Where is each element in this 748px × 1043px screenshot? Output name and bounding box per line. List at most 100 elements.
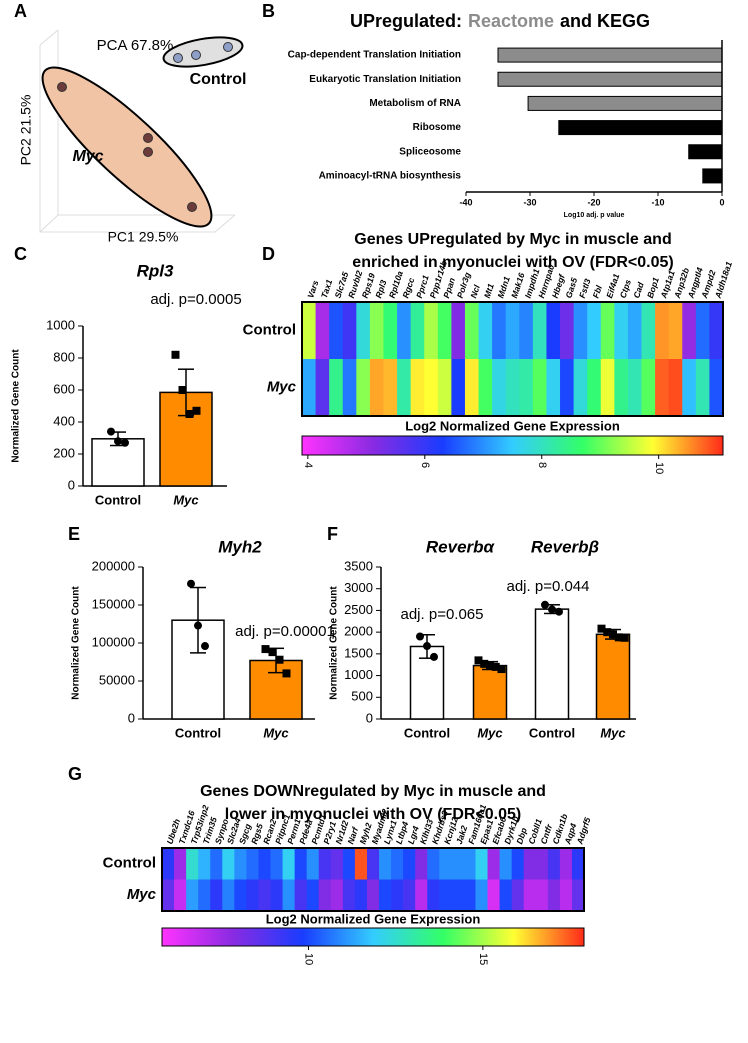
heatmap-cell: [511, 879, 525, 911]
heatmap-cell: [379, 848, 392, 880]
panel-letter: G: [68, 764, 82, 784]
bar: [472, 664, 508, 720]
data-point: [121, 438, 129, 447]
heatmap-cell: [478, 302, 493, 359]
group-title: Reverbα: [426, 537, 496, 556]
heatmap-cell: [342, 359, 357, 416]
bar: [91, 438, 145, 487]
heatmap-cell: [600, 359, 615, 416]
colorbar-tick-label: 10: [303, 953, 315, 965]
heatmap-cell: [695, 359, 710, 416]
x-tick-label: Myc: [263, 725, 289, 740]
heatmap-cell: [523, 848, 537, 880]
heatmap-cell: [302, 302, 316, 359]
title-part: and KEGG: [560, 11, 650, 31]
panel-letter: C: [14, 244, 27, 264]
myc-cluster: [41, 66, 213, 228]
bar: [702, 168, 723, 184]
heatmap-cell: [655, 359, 670, 416]
heatmap-cell: [329, 302, 344, 359]
panel-letter: D: [262, 244, 275, 264]
heatmap-cell: [258, 879, 271, 911]
series-label: Control: [190, 71, 247, 88]
bar: [558, 120, 723, 136]
heatmap-cell: [641, 359, 656, 416]
heatmap-cell: [451, 879, 464, 911]
heatmap-cell: [614, 302, 629, 359]
heatmap-cell: [410, 359, 425, 416]
heatmap-cell: [366, 879, 380, 911]
heatmap-cell: [439, 879, 452, 911]
data-point: [191, 50, 201, 60]
data-point: [491, 662, 500, 671]
heatmap-cell: [587, 359, 602, 416]
data-point: [171, 350, 180, 359]
heatmap-cell: [709, 302, 724, 359]
data-point: [194, 621, 202, 630]
data-point: [609, 630, 617, 639]
chart-title: Genes DOWNregulated by Myc in muscle and: [200, 783, 546, 800]
heatmap-cell: [487, 879, 500, 911]
data-point: [114, 437, 122, 446]
heatmap-cell: [695, 302, 710, 359]
bar: [688, 144, 723, 160]
heatmap-cell: [668, 302, 683, 359]
column-label: Fbl: [591, 283, 605, 299]
bar: [497, 47, 723, 63]
data-point: [185, 410, 194, 418]
y-tick-label: 0: [128, 710, 135, 725]
data-point: [187, 202, 197, 212]
heatmap-cell: [546, 302, 561, 359]
column-label: Aldh18a1: [712, 260, 734, 300]
data-point: [187, 579, 195, 588]
heatmap-cell: [709, 359, 724, 416]
heatmap-cell: [627, 302, 642, 359]
heatmap-cell: [210, 879, 223, 911]
x-tick-label: Myc: [173, 492, 199, 507]
pca-frame: [39, 29, 236, 233]
heatmap-cell: [369, 359, 384, 416]
heatmap-cell: [571, 848, 585, 880]
heatmap-cell: [198, 879, 211, 911]
heatmap-border: [301, 301, 724, 417]
heatmap-cell: [258, 848, 271, 880]
y-axis-label: PC2 21.5%: [18, 95, 34, 166]
colorbar-tick-label: 10: [653, 462, 665, 474]
data-point: [261, 645, 270, 654]
heatmap-cell: [499, 879, 513, 911]
y-tick-label: 1000: [46, 317, 75, 332]
heatmap-cell: [439, 848, 452, 880]
x-tick-label: Control: [404, 725, 450, 740]
colorbar-tick-label: 6: [419, 462, 431, 468]
data-point: [173, 53, 183, 63]
heatmap-cell: [318, 879, 332, 911]
heatmap-cell: [315, 359, 330, 416]
heatmap-cell: [379, 879, 392, 911]
heatmap-cell: [427, 848, 440, 880]
heatmap-cell: [415, 848, 428, 880]
heatmap-cell: [410, 302, 425, 359]
x-tick-label: -10: [651, 197, 664, 207]
colorbar-tick-label: 8: [536, 462, 548, 468]
heatmap-cell: [547, 848, 561, 880]
heatmap-cell: [492, 359, 507, 416]
heatmap-cell: [682, 359, 697, 416]
heatmap-cell: [246, 848, 259, 880]
chart-title: Genes UPregulated by Myc in muscle and: [354, 231, 671, 248]
heatmap-cell: [464, 302, 479, 359]
x-tick-label: -30: [523, 197, 536, 207]
heatmap-cell: [294, 879, 308, 911]
data-point: [282, 669, 291, 678]
heatmap-cell: [342, 302, 357, 359]
bar: [497, 71, 723, 87]
title-part: Reactome: [468, 11, 554, 31]
x-tick-label: Control: [175, 725, 221, 740]
heatmap-cell: [451, 359, 466, 416]
heatmap-border: [161, 847, 585, 912]
column-label: Mt1: [482, 282, 496, 299]
category-label: Eukaryotic Translation Initiation: [309, 74, 461, 85]
colorbar-label: Log2 Normalized Gene Expression: [266, 911, 481, 926]
colorbar-tick-label: 4: [302, 462, 314, 468]
heatmap-cell: [560, 302, 575, 359]
